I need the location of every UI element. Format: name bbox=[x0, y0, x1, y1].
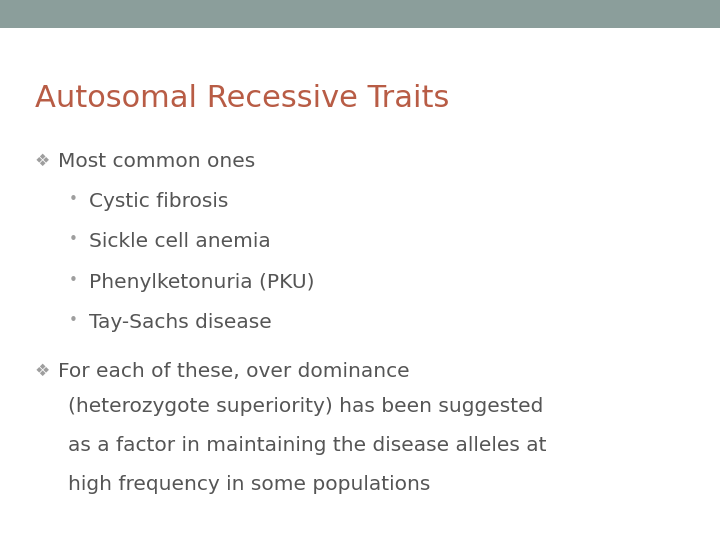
Text: •: • bbox=[68, 313, 77, 328]
Text: For each of these, over dominance: For each of these, over dominance bbox=[58, 362, 410, 381]
Text: ❖: ❖ bbox=[35, 152, 50, 170]
Text: high frequency in some populations: high frequency in some populations bbox=[68, 475, 431, 494]
Text: as a factor in maintaining the disease alleles at: as a factor in maintaining the disease a… bbox=[68, 436, 547, 455]
Text: •: • bbox=[68, 273, 77, 288]
Text: Tay-Sachs disease: Tay-Sachs disease bbox=[89, 313, 271, 332]
Text: Most common ones: Most common ones bbox=[58, 152, 256, 171]
Text: Phenylketonuria (PKU): Phenylketonuria (PKU) bbox=[89, 273, 314, 292]
Text: Sickle cell anemia: Sickle cell anemia bbox=[89, 232, 270, 251]
Text: ❖: ❖ bbox=[35, 362, 50, 380]
Text: •: • bbox=[68, 192, 77, 207]
Text: (heterozygote superiority) has been suggested: (heterozygote superiority) has been sugg… bbox=[68, 397, 544, 416]
Text: •: • bbox=[68, 232, 77, 247]
Text: Cystic fibrosis: Cystic fibrosis bbox=[89, 192, 228, 211]
Text: Autosomal Recessive Traits: Autosomal Recessive Traits bbox=[35, 84, 449, 113]
